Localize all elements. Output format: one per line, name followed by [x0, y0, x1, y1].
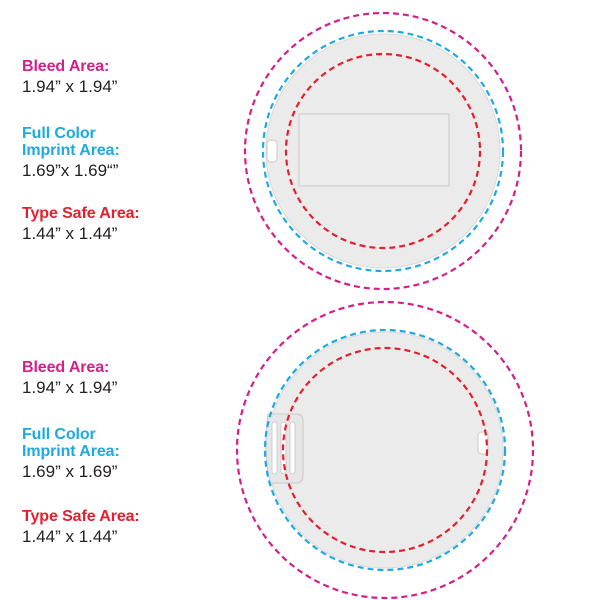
safe-value: 1.44” x 1.44”: [22, 527, 118, 546]
connector-ridge: [271, 421, 278, 475]
bleed-outline: [235, 300, 535, 600]
imprint-value: 1.69”x 1.69“”: [22, 161, 119, 180]
bleed-title: Bleed Area:: [22, 359, 110, 376]
connector-ridge: [289, 421, 296, 475]
imprint-label-bottom: Full Color Imprint Area: 1.69” x 1.69”: [22, 426, 222, 483]
bleed-label-bottom: Bleed Area: 1.94” x 1.94”: [22, 359, 222, 399]
bleed-outline: [243, 11, 523, 291]
imprint-title-line2: Imprint Area:: [22, 142, 120, 159]
safe-outline: [281, 346, 489, 554]
round-card-top: [243, 11, 523, 291]
imprint-title-line1: Full Color: [22, 125, 96, 142]
safe-label-bottom: Type Safe Area: 1.44” x 1.44”: [22, 508, 222, 548]
bleed-label-top: Bleed Area: 1.94” x 1.94”: [22, 58, 222, 98]
imprint-label-top: Full Color Imprint Area: 1.69”x 1.69“”: [22, 125, 222, 182]
bleed-title: Bleed Area:: [22, 58, 110, 75]
keyring-hole: [477, 431, 489, 455]
bleed-value: 1.94” x 1.94”: [22, 77, 118, 96]
usb-slot-cutout: [298, 113, 450, 187]
safe-label-top: Type Safe Area: 1.44” x 1.44”: [22, 205, 222, 245]
safe-title: Type Safe Area:: [22, 508, 140, 525]
safe-outline: [284, 52, 482, 250]
safe-title: Type Safe Area:: [22, 205, 140, 222]
round-card-bottom: [235, 300, 535, 600]
imprint-outline: [263, 328, 507, 572]
bleed-value: 1.94” x 1.94”: [22, 378, 118, 397]
keyring-hole: [266, 139, 278, 163]
safe-value: 1.44” x 1.44”: [22, 224, 118, 243]
imprint-value: 1.69” x 1.69”: [22, 462, 118, 481]
imprint-title-line1: Full Color: [22, 426, 96, 443]
imprint-outline: [261, 29, 505, 273]
imprint-title-line2: Imprint Area:: [22, 443, 120, 460]
